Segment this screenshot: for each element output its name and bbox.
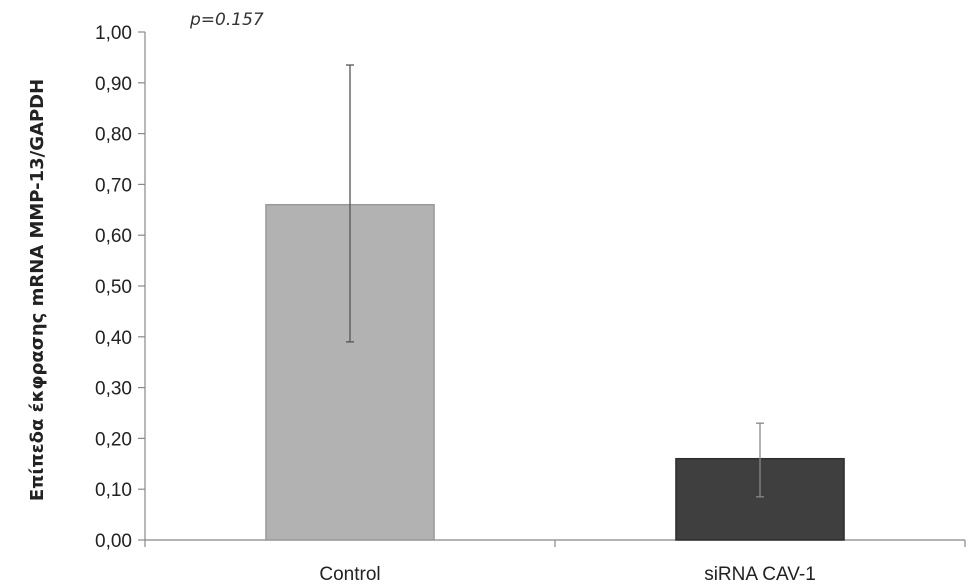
y-tick-label: 0,60: [95, 226, 132, 247]
x-tick-labels: Control siRNA CAV-1: [319, 564, 815, 585]
error-bars: [346, 64, 764, 498]
y-tick-label: 0,40: [95, 328, 132, 349]
x-tick-label: siRNA CAV-1: [704, 564, 816, 585]
x-tick-label: Control: [319, 564, 380, 585]
p-value-annotation: p=0.157: [189, 10, 264, 30]
y-tick-label: 0,30: [95, 379, 132, 400]
y-tick-label: 0,00: [95, 531, 132, 552]
y-tick-label: 0,20: [95, 429, 132, 450]
y-tick-label: 0,70: [95, 175, 132, 196]
y-tick-label: 1,00: [95, 23, 132, 44]
y-tick-label: 0,10: [95, 480, 132, 501]
y-ticks: 0,00 0,10 0,20 0,30 0,40 0,50 0,60 0,70 0,80 0,90…: [95, 23, 145, 552]
y-tick-label: 0,80: [95, 125, 132, 146]
y-axis-label: Επίπεδα έκφρασης mRNA MMP-13/GAPDH: [27, 79, 48, 501]
bars: [265, 203, 845, 541]
y-tick-label: 0,90: [95, 74, 132, 95]
y-tick-label: 0,50: [95, 277, 132, 298]
